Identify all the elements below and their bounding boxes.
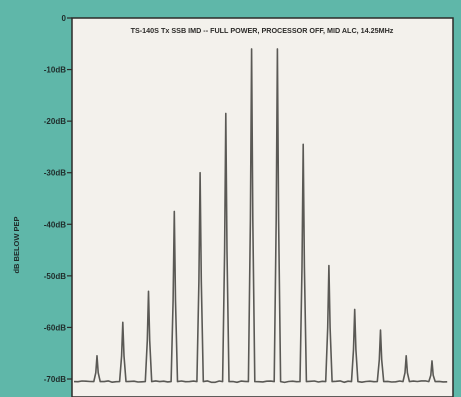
y-tick-label: -40dB bbox=[44, 220, 66, 229]
imd-trace bbox=[73, 48, 448, 384]
y-axis-ticks: 0 -10dB -20dB -30dB -40dB -50dB -60dB -70dB bbox=[44, 14, 72, 384]
y-axis-label: dB BELOW PEP bbox=[12, 216, 21, 273]
y-tick-label: -10dB bbox=[44, 66, 66, 75]
plot-area bbox=[71, 17, 454, 397]
y-tick-label: -50dB bbox=[44, 272, 66, 281]
y-tick-label: -20dB bbox=[44, 117, 66, 126]
y-tick-label: -30dB bbox=[44, 169, 66, 178]
y-tick-label: -60dB bbox=[44, 323, 66, 332]
y-tick-label: 0 bbox=[62, 14, 67, 23]
y-tick-label: -70dB bbox=[44, 375, 66, 384]
chart-title: TS-140S Tx SSB IMD -- FULL POWER, PROCES… bbox=[131, 26, 394, 35]
